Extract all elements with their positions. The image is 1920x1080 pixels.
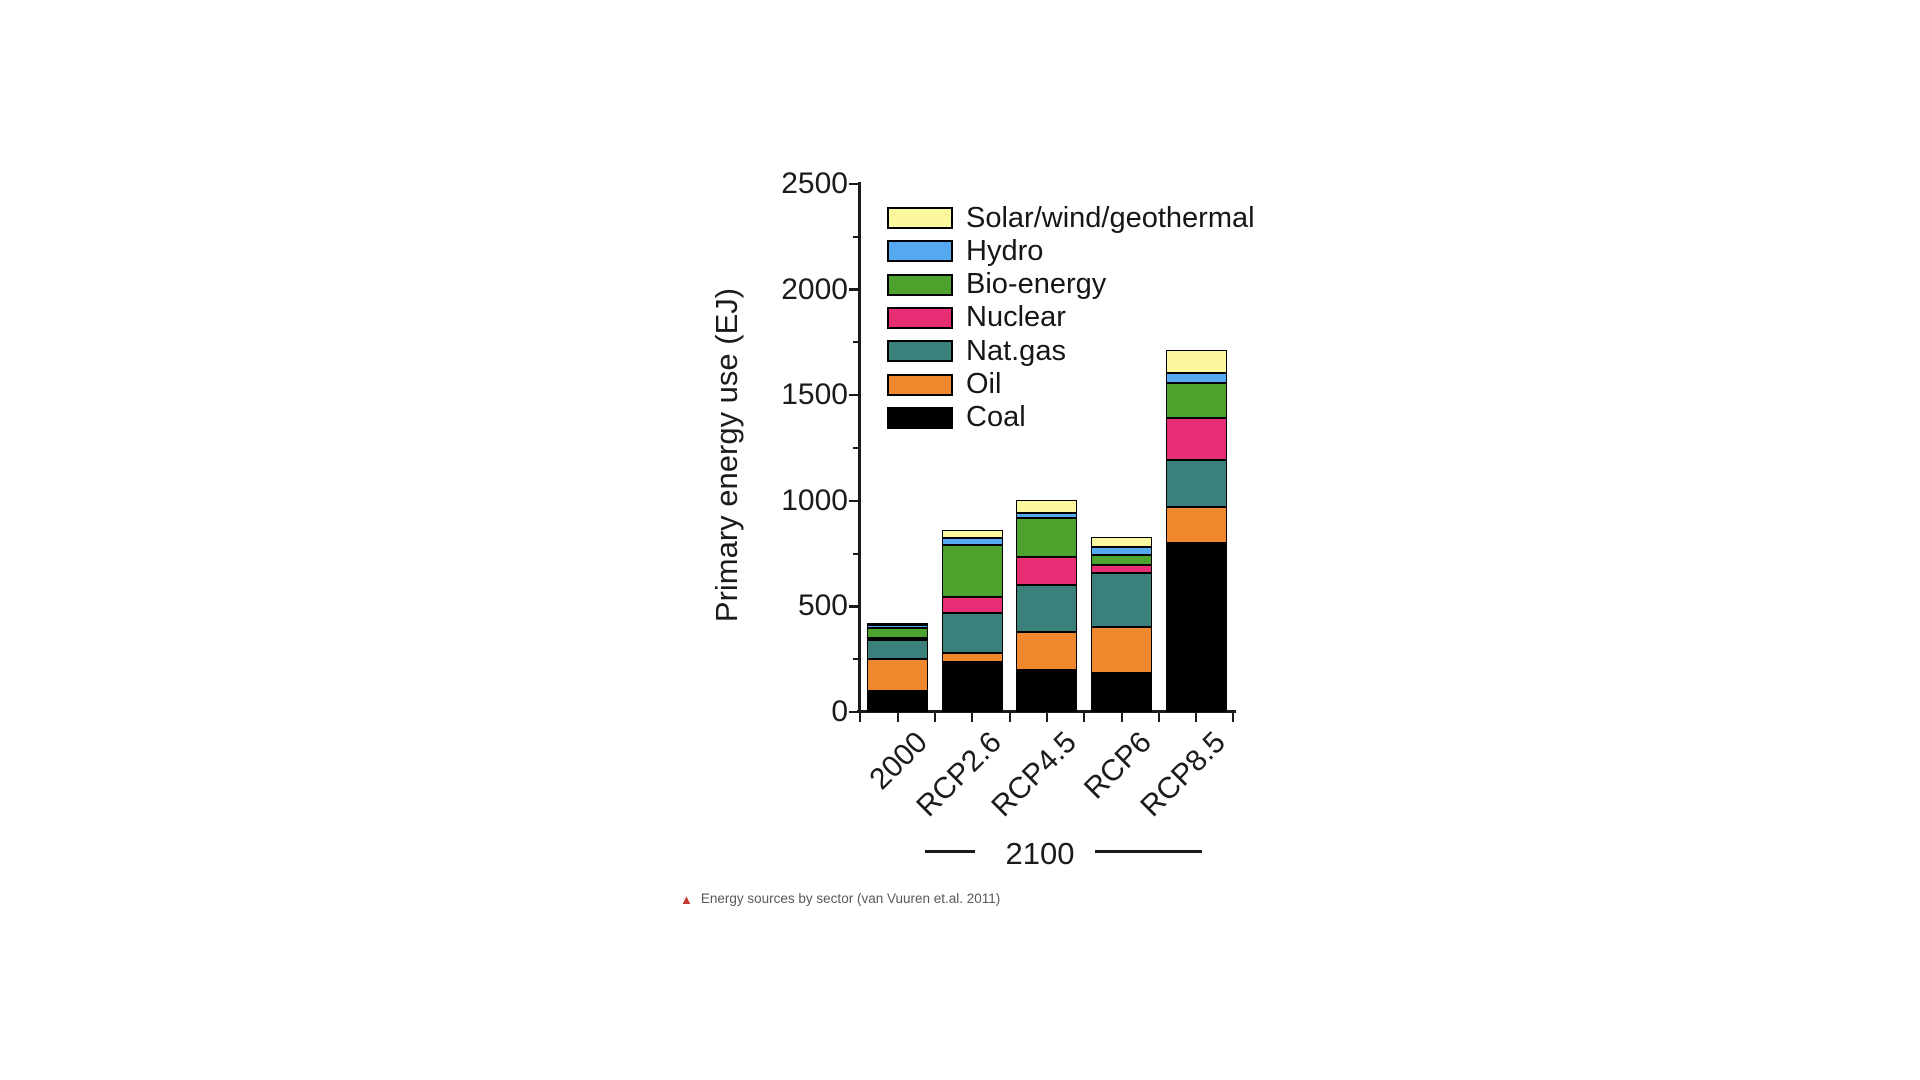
bar-segment-nat-gas: [1016, 584, 1078, 632]
x-tick: [1083, 713, 1086, 722]
y-major-tick: [849, 605, 860, 608]
bar-segment-nuclear: [1165, 418, 1227, 461]
legend-item-nat-gas: Nat.gas: [887, 334, 1066, 367]
bar-segment-solar-wind-geothermal: [867, 622, 929, 626]
group-label-2100: 2100: [1005, 836, 1075, 871]
y-major-tick: [849, 288, 860, 291]
caption: ▲ Energy sources by sector (van Vuuren e…: [680, 891, 1000, 907]
bar-segment-nuclear: [941, 596, 1003, 613]
y-tick-label: 2500: [781, 167, 848, 200]
bar-segment-bio-energy: [1091, 555, 1152, 566]
bar-RCP6: [1091, 536, 1152, 712]
legend-swatch: [887, 373, 953, 396]
y-tick-label: 2000: [781, 272, 848, 306]
bar-segment-nuclear: [867, 637, 929, 641]
y-minor-tick: [853, 447, 860, 449]
bar-2000: [867, 622, 929, 712]
x-tick: [1120, 713, 1123, 722]
legend-item-solar-wind-geothermal: Solar/wind/geothermal: [887, 201, 1255, 234]
bar-segment-hydro: [1016, 512, 1078, 518]
bar-segment-nat-gas: [1165, 460, 1227, 508]
y-minor-tick: [853, 552, 860, 555]
legend-swatch: [887, 406, 953, 429]
y-tick-label: 1500: [781, 378, 848, 412]
legend-label: Nat.gas: [966, 334, 1066, 367]
bar-segment-hydro: [941, 538, 1003, 546]
x-tick: [971, 713, 974, 722]
x-tick: [1157, 713, 1160, 722]
bar-segment-oil: [867, 659, 929, 691]
legend-item-oil: Oil: [887, 368, 1002, 400]
y-major-tick: [849, 182, 860, 186]
bar-segment-bio-energy: [1165, 383, 1227, 419]
y-axis-title: Primary energy use (EJ): [709, 287, 744, 623]
legend-swatch: [887, 240, 953, 263]
x-tick: [859, 713, 862, 722]
y-major-tick: [849, 710, 860, 714]
bar-segment-oil: [941, 652, 1003, 663]
bar-segment-hydro: [1165, 373, 1227, 384]
legend-label: Oil: [966, 368, 1002, 400]
bar-segment-coal: [867, 690, 929, 712]
bar-segment-hydro: [867, 625, 929, 628]
bar-segment-solar-wind-geothermal: [1091, 536, 1152, 548]
x-tick: [1008, 713, 1011, 722]
y-tick-label: 0: [831, 695, 848, 728]
x-tick: [1045, 713, 1048, 722]
bracket-line-left: [925, 850, 975, 853]
bar-segment-solar-wind-geothermal: [941, 530, 1003, 539]
x-tick: [1195, 713, 1198, 722]
bar-RCP4.5: [1016, 499, 1078, 712]
legend-swatch: [887, 340, 953, 363]
bar-segment-oil: [1016, 631, 1078, 670]
legend-label: Bio-energy: [966, 268, 1107, 301]
bar-RCP8.5: [1165, 350, 1227, 712]
y-minor-tick: [853, 341, 860, 344]
legend-swatch: [887, 306, 953, 329]
legend-label: Hydro: [966, 234, 1044, 267]
legend-item-bio-energy: Bio-energy: [887, 268, 1107, 301]
bracket-line-right: [1095, 850, 1202, 853]
legend-item-nuclear: Nuclear: [887, 301, 1066, 334]
bar-segment-nuclear: [1091, 565, 1152, 574]
bar-segment-oil: [1091, 626, 1152, 673]
bar-segment-coal: [1091, 672, 1152, 712]
y-tick-label: 500: [797, 589, 848, 623]
bar-RCP2.6: [941, 530, 1003, 712]
bar-segment-nat-gas: [941, 612, 1003, 653]
bar-segment-nat-gas: [867, 640, 929, 660]
bar-segment-coal: [1016, 669, 1078, 712]
bar-segment-bio-energy: [1016, 517, 1078, 557]
legend-swatch: [887, 273, 953, 296]
bar-segment-nuclear: [1016, 557, 1078, 585]
y-minor-tick: [853, 658, 860, 661]
legend-label: Solar/wind/geothermal: [966, 201, 1255, 234]
x-tick: [934, 713, 936, 722]
bar-segment-bio-energy: [941, 545, 1003, 597]
legend-label: Nuclear: [966, 301, 1066, 334]
bar-segment-hydro: [1091, 547, 1152, 556]
legend-swatch: [887, 207, 953, 229]
y-major-tick: [849, 499, 860, 503]
y-minor-tick: [853, 235, 860, 238]
y-major-tick: [849, 393, 860, 397]
legend-item-coal: Coal: [887, 401, 1026, 434]
x-tick: [896, 713, 899, 722]
bar-segment-solar-wind-geothermal: [1165, 350, 1227, 374]
bar-segment-coal: [1165, 543, 1227, 712]
x-tick: [1232, 713, 1235, 722]
bar-segment-solar-wind-geothermal: [1016, 499, 1078, 513]
caption-triangle-icon: ▲: [680, 891, 693, 907]
y-tick-label: 1000: [781, 483, 848, 517]
bar-segment-nat-gas: [1091, 573, 1152, 627]
bar-segment-bio-energy: [867, 627, 929, 638]
legend-label: Coal: [966, 401, 1026, 434]
legend-item-hydro: Hydro: [887, 234, 1044, 267]
bar-segment-oil: [1165, 507, 1227, 544]
caption-text: Energy sources by sector (van Vuuren et.…: [700, 891, 1001, 906]
bar-segment-coal: [941, 662, 1003, 712]
